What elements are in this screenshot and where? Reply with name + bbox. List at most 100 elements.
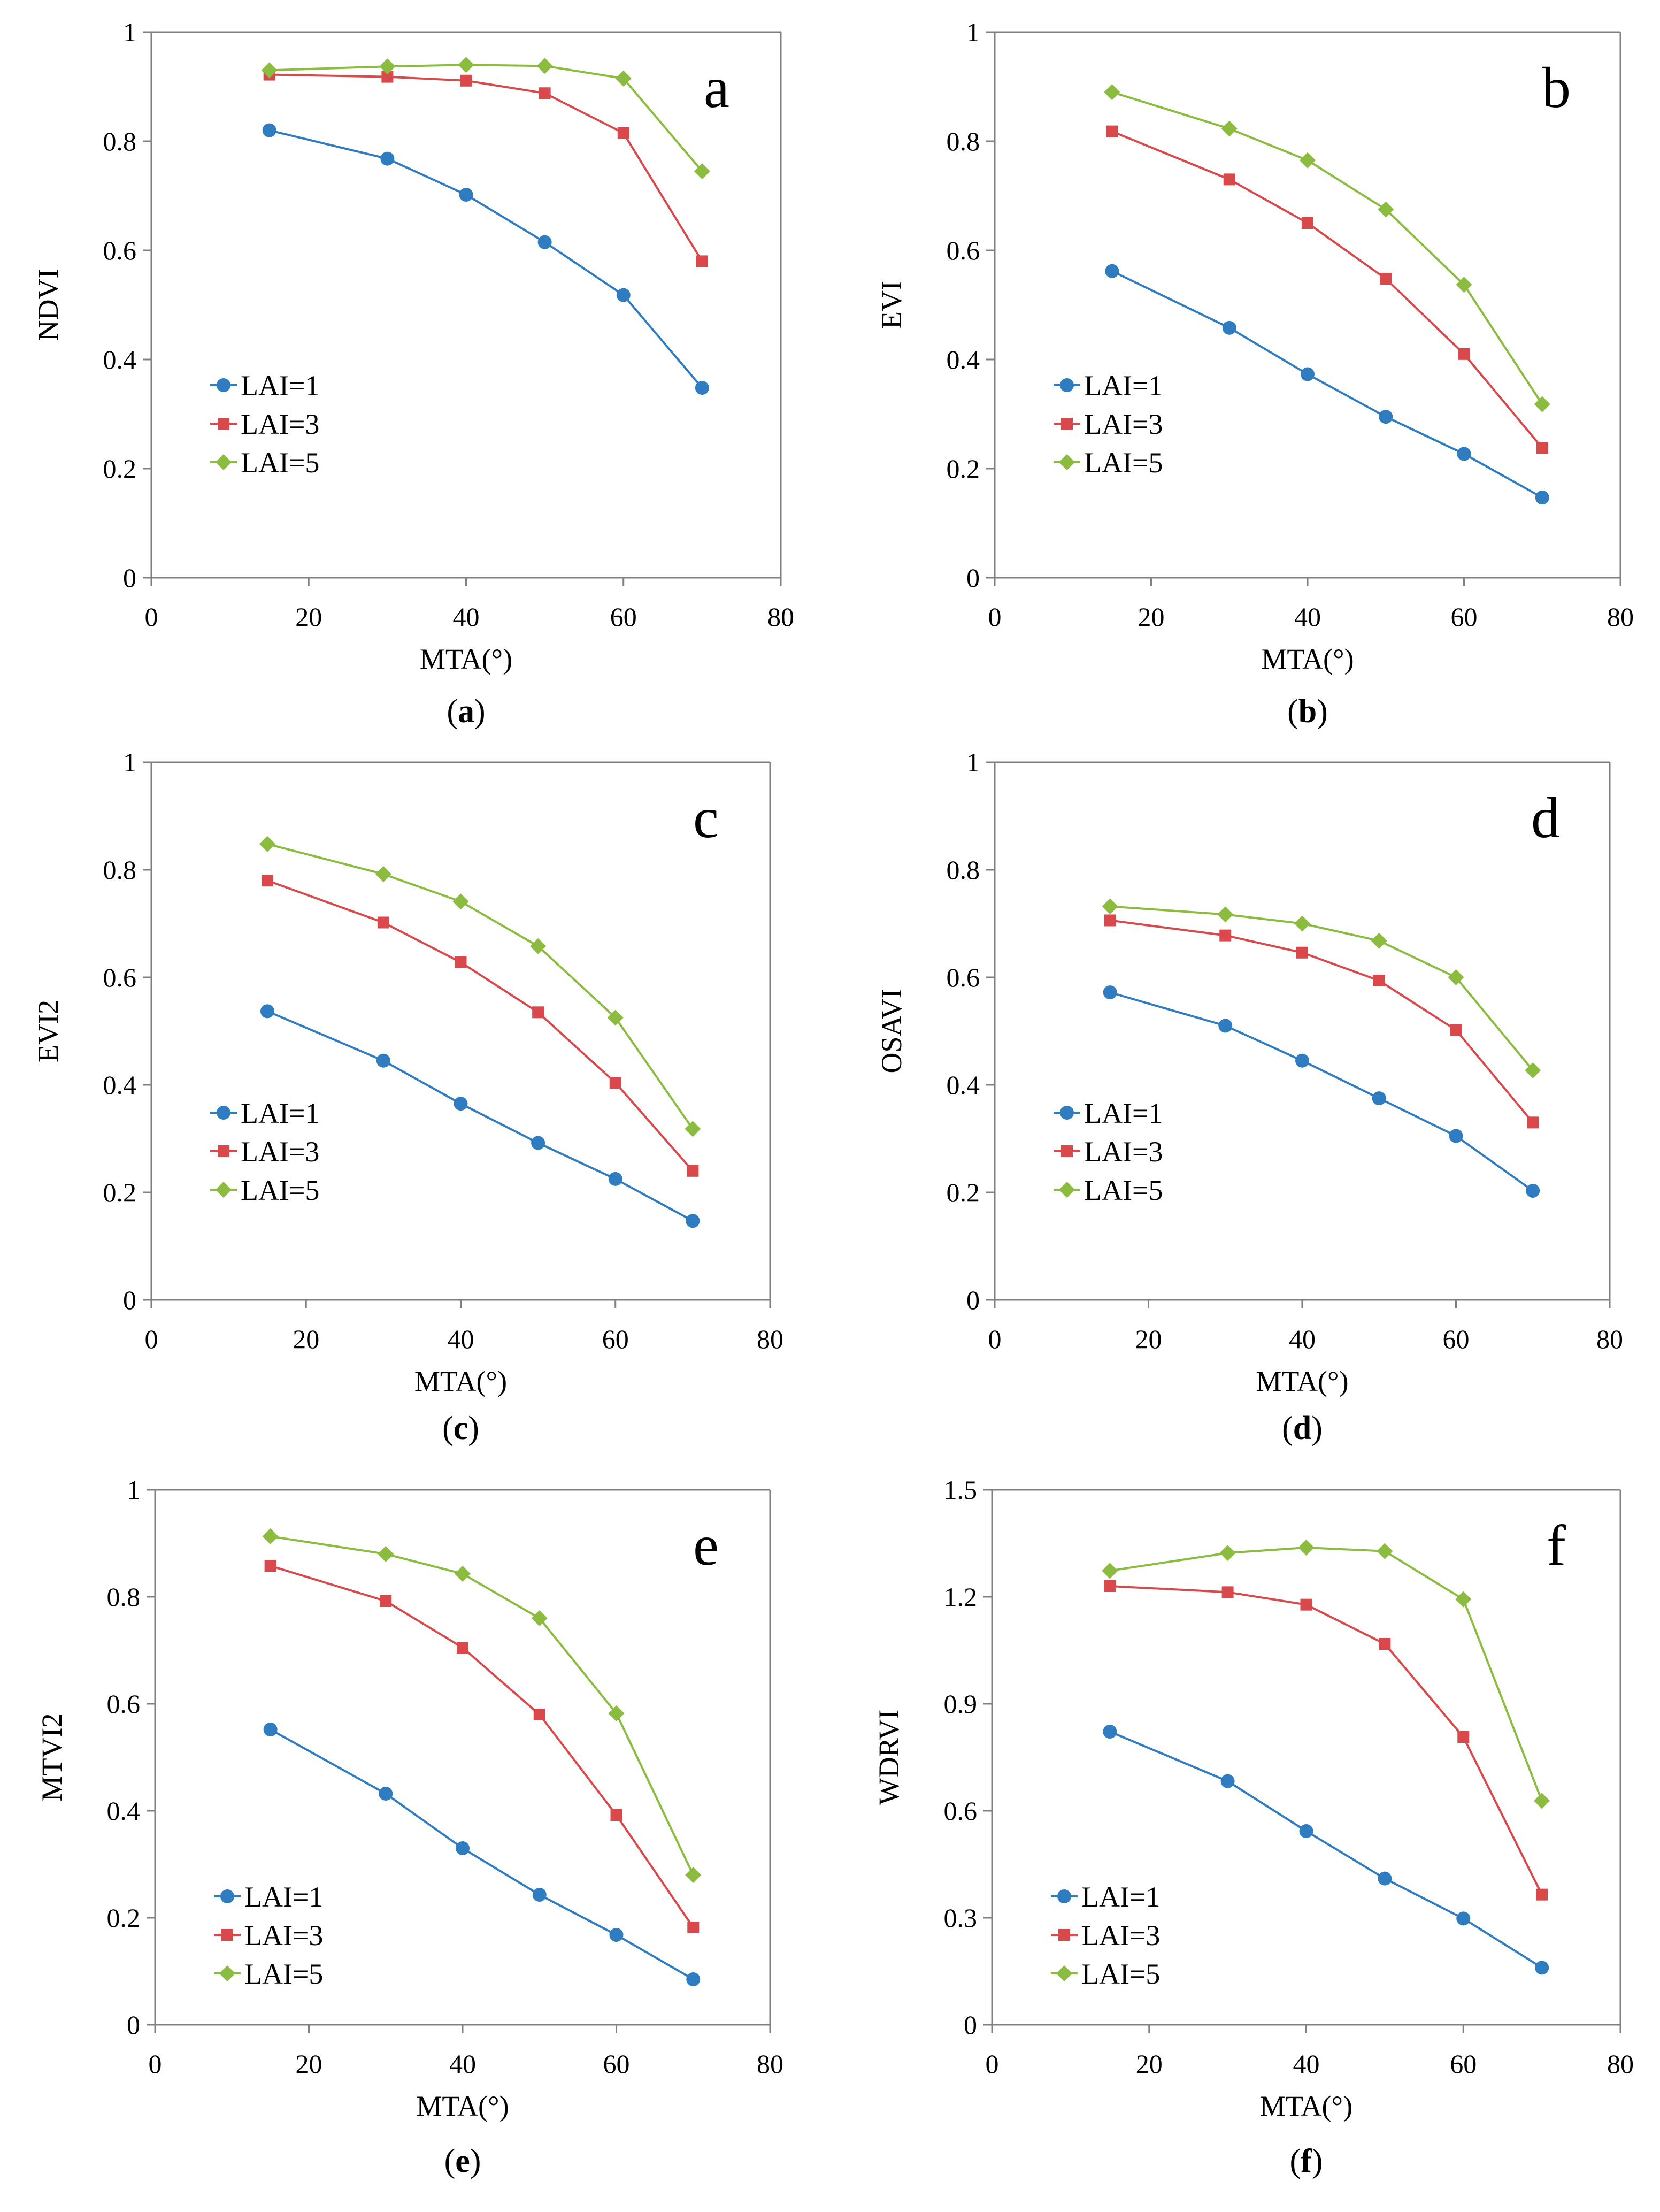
data-point xyxy=(1217,906,1234,923)
y-tick-label: 0 xyxy=(123,563,136,593)
data-point xyxy=(530,938,547,954)
y-tick-label: 1.5 xyxy=(944,1475,978,1505)
data-point xyxy=(1223,173,1235,186)
data-point xyxy=(1380,273,1392,285)
series-line-3 xyxy=(1110,1546,1543,1802)
chart-panel-a: 0 0.2 0.4 0.6 0.8 1 0 20 40 60 80 MTA(°) NDVI a LAI=1 L… xyxy=(32,17,794,730)
data-point xyxy=(615,70,632,87)
data-point xyxy=(454,1097,468,1111)
y-tick-label: 0.6 xyxy=(947,235,980,265)
x-tick-label: 60 xyxy=(610,602,637,632)
legend-label: LAI=1 xyxy=(244,1881,323,1913)
data-point xyxy=(687,1165,699,1177)
data-point xyxy=(260,1004,274,1019)
data-point xyxy=(609,1928,624,1942)
panel-caption: (c) xyxy=(442,1410,479,1446)
panel-letter: e xyxy=(693,1514,719,1578)
series-line-3 xyxy=(269,64,703,172)
data-point xyxy=(1102,898,1118,915)
data-point xyxy=(1534,396,1550,412)
series-line-2 xyxy=(270,1565,694,1928)
x-tick-label: 40 xyxy=(1293,2049,1320,2079)
y-axis-label: OSAVI xyxy=(875,989,908,1073)
caption-letter: f xyxy=(1301,2143,1312,2179)
data-point xyxy=(1536,442,1548,454)
data-point xyxy=(1456,1911,1471,1926)
data-point xyxy=(694,163,710,180)
data-point xyxy=(696,255,708,267)
data-point xyxy=(533,1709,545,1720)
data-point xyxy=(1455,1591,1472,1608)
panel-letter: d xyxy=(1531,786,1560,850)
x-tick-label: 80 xyxy=(767,602,794,632)
data-point xyxy=(536,58,553,74)
panel-caption: (a) xyxy=(447,693,485,730)
y-tick-label: 0.8 xyxy=(107,1582,141,1612)
x-tick-label: 40 xyxy=(1289,1324,1316,1354)
caption-letter: a xyxy=(458,693,474,730)
y-tick-label: 0 xyxy=(123,1285,136,1315)
data-point xyxy=(687,1922,700,1933)
x-tick-label: 20 xyxy=(1138,602,1165,632)
y-tick-label: 0 xyxy=(966,563,980,593)
series-line-3 xyxy=(270,1535,695,1876)
legend-label: LAI=1 xyxy=(241,1097,319,1129)
x-tick-label: 0 xyxy=(988,602,1002,632)
data-point xyxy=(1300,1598,1312,1611)
data-point xyxy=(459,187,473,202)
x-tick-label: 60 xyxy=(1443,1324,1470,1354)
data-point xyxy=(1295,1053,1309,1068)
panel-letter: a xyxy=(704,56,729,120)
series-line-1 xyxy=(267,1010,694,1222)
data-point xyxy=(1535,491,1549,505)
data-point xyxy=(1535,1961,1549,1975)
data-point xyxy=(1219,1545,1236,1561)
x-tick-label: 20 xyxy=(296,2049,322,2079)
data-point xyxy=(264,1560,276,1572)
legend-label: LAI=5 xyxy=(244,1958,323,1990)
data-point xyxy=(1456,277,1472,293)
chart-panel-e: 0 0.2 0.4 0.6 0.8 1 0 20 40 60 80 MTA(°) MTVI2 e LAI=1… xyxy=(36,1475,783,2179)
data-point xyxy=(532,1888,547,1902)
data-point xyxy=(381,71,394,83)
legend-label: LAI=5 xyxy=(1084,1174,1163,1206)
data-point xyxy=(1105,264,1119,278)
panel-caption: (b) xyxy=(1287,693,1328,730)
data-point xyxy=(456,1841,470,1855)
data-point xyxy=(262,1528,279,1544)
data-point xyxy=(1534,1793,1550,1809)
data-point xyxy=(1301,367,1315,381)
series-line-2 xyxy=(1110,919,1534,1123)
x-tick-label: 20 xyxy=(293,1324,319,1354)
legend-label: LAI=5 xyxy=(241,1174,319,1206)
y-tick-label: 1 xyxy=(966,17,980,47)
legend-marker xyxy=(1060,1106,1074,1120)
x-tick-label: 80 xyxy=(1596,1324,1623,1354)
data-point xyxy=(262,123,276,137)
x-tick-label: 0 xyxy=(986,2049,999,2079)
data-point xyxy=(685,1121,701,1137)
y-tick-label: 0.8 xyxy=(103,126,137,156)
chart-panel-b: 0 0.2 0.4 0.6 0.8 1 0 20 40 60 80 MTA(°) EVI b LAI=1 LA… xyxy=(875,17,1634,730)
legend-marker xyxy=(220,1889,234,1903)
y-tick-label: 0.6 xyxy=(103,235,137,265)
y-tick-label: 1 xyxy=(127,1475,140,1505)
data-point xyxy=(1302,217,1313,229)
series-line-2 xyxy=(1111,130,1543,449)
legend-marker xyxy=(1061,1145,1073,1157)
data-point xyxy=(1103,985,1117,1000)
y-tick-label: 0.6 xyxy=(947,962,980,992)
legend-label: LAI=1 xyxy=(1084,1097,1163,1129)
data-point xyxy=(1294,915,1310,932)
data-point xyxy=(1457,447,1471,461)
y-tick-label: 0.8 xyxy=(103,855,137,885)
data-point xyxy=(1527,1116,1539,1129)
legend-label: LAI=5 xyxy=(1081,1958,1160,1990)
data-point xyxy=(1300,152,1316,169)
y-axis-label: MTVI2 xyxy=(36,1713,68,1802)
x-tick-label: 40 xyxy=(449,2049,476,2079)
legend-label: LAI=1 xyxy=(241,370,319,402)
data-point xyxy=(1378,201,1394,218)
legend-marker xyxy=(217,1106,230,1120)
y-tick-label: 0.3 xyxy=(944,1903,978,1933)
